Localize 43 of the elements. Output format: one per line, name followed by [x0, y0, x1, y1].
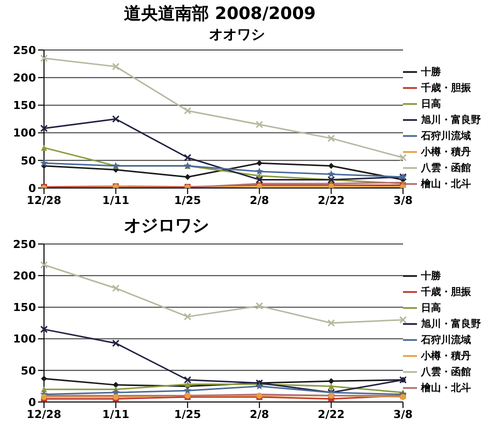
legend-label: 八雲・函館 [421, 367, 471, 378]
x-tick-label: 2/22 [318, 194, 345, 207]
y-tick-label: 0 [28, 396, 36, 409]
legend-label: 檜山・北斗 [421, 383, 471, 394]
legend-label: 十勝 [421, 271, 441, 282]
legend-label: 小樽・積丹 [421, 351, 471, 362]
legend-label: 日高 [421, 303, 441, 314]
y-tick-label: 250 [13, 44, 36, 57]
y-tick-label: 0 [28, 182, 36, 195]
chart-subtitle: オオワシ [208, 26, 266, 44]
x-tick-label: 12/28 [26, 194, 62, 207]
legend-label: 石狩川流域 [421, 131, 471, 142]
y-tick-label: 100 [13, 332, 36, 346]
y-tick-label: 150 [13, 301, 36, 314]
chart-title: オジロワシ [123, 215, 210, 238]
y-tick-label: 150 [13, 99, 36, 112]
legend-label: 檜山・北斗 [421, 179, 471, 190]
x-tick-label: 1/11 [102, 194, 130, 207]
x-tick-label: 2/8 [250, 408, 270, 421]
legend-label: 八雲・函館 [421, 163, 471, 174]
x-tick-label: 3/8 [393, 408, 413, 421]
legend-label: 小樽・積丹 [421, 147, 471, 158]
x-tick-label: 2/22 [318, 408, 345, 421]
y-tick-label: 50 [20, 154, 36, 168]
y-tick-label: 200 [13, 270, 36, 283]
x-tick-label: 2/8 [250, 194, 270, 207]
y-tick-label: 200 [13, 72, 36, 85]
x-tick-label: 1/11 [102, 408, 130, 421]
legend-label: 日高 [421, 99, 441, 110]
legend-label: 十勝 [421, 67, 441, 78]
legend-label: 千歳・胆振 [421, 83, 471, 94]
legend-label: 旭川・富良野 [421, 115, 481, 126]
chart-title: 道央道南部 2008/2009 [123, 3, 317, 26]
legend-label: 石狩川流域 [421, 335, 471, 346]
x-tick-label: 1/25 [174, 408, 202, 421]
legend-label: 千歳・胆振 [421, 287, 471, 298]
y-tick-label: 250 [13, 238, 36, 251]
x-tick-label: 12/28 [26, 408, 62, 421]
x-tick-label: 3/8 [393, 194, 413, 207]
y-tick-label: 100 [13, 126, 36, 140]
x-tick-label: 1/25 [174, 194, 202, 207]
y-tick-label: 50 [20, 364, 36, 378]
legend-label: 旭川・富良野 [421, 319, 481, 330]
